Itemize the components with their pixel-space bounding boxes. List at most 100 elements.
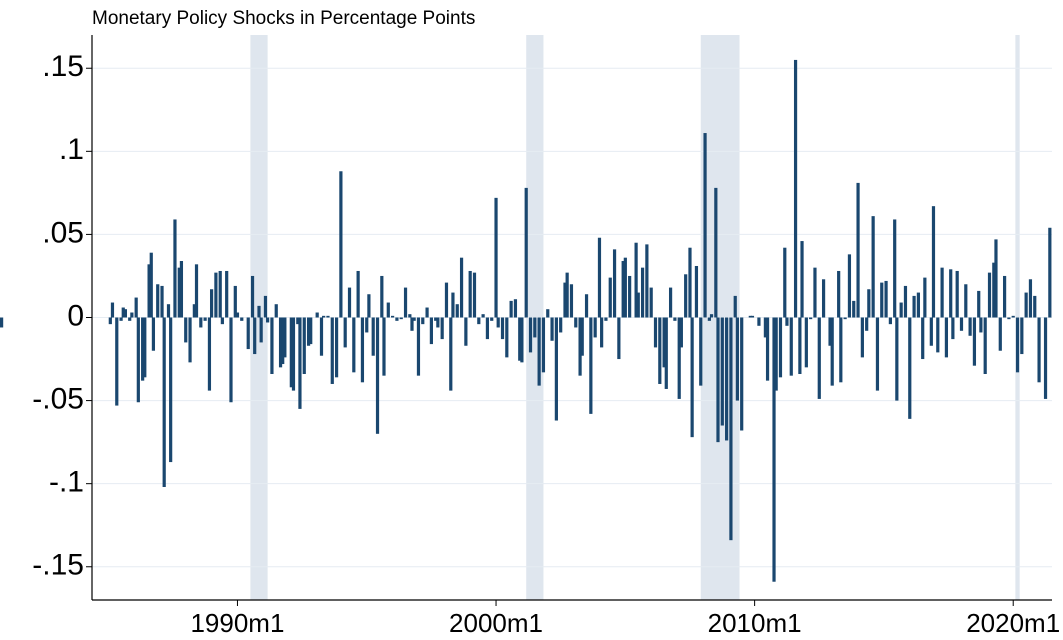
bar xyxy=(1037,317,1041,383)
bar xyxy=(184,317,188,343)
bar xyxy=(673,317,677,321)
bar xyxy=(365,317,369,333)
bar xyxy=(740,317,744,431)
bar xyxy=(477,317,481,325)
y-tick-label: -.1 xyxy=(49,466,84,499)
bar xyxy=(296,317,300,325)
bar xyxy=(472,272,477,318)
bar xyxy=(968,317,972,336)
y-tick-label: -.15 xyxy=(32,549,84,582)
bar xyxy=(416,317,421,376)
bar xyxy=(179,261,184,318)
bar xyxy=(987,272,992,318)
bar xyxy=(169,317,173,463)
bar xyxy=(703,133,707,318)
bar xyxy=(778,317,783,378)
bar xyxy=(1043,317,1048,399)
bar xyxy=(880,282,884,318)
bar xyxy=(785,317,789,326)
bar xyxy=(612,249,617,318)
bar xyxy=(649,287,653,318)
bar xyxy=(964,284,968,318)
bar xyxy=(765,317,770,381)
bar xyxy=(352,317,356,373)
bar xyxy=(668,287,673,318)
bar xyxy=(729,317,733,541)
bar xyxy=(130,312,134,318)
bar xyxy=(528,317,533,353)
bar xyxy=(203,317,207,321)
bar xyxy=(119,317,123,321)
bar xyxy=(912,295,916,318)
bar xyxy=(444,282,449,318)
bar xyxy=(634,242,638,318)
bar xyxy=(156,284,160,318)
bar xyxy=(916,292,920,318)
bar xyxy=(772,317,776,582)
y-tick-label: .05 xyxy=(42,216,84,249)
bar xyxy=(653,317,658,348)
bar xyxy=(903,285,908,318)
bar xyxy=(440,317,444,340)
bar xyxy=(315,312,319,318)
bar xyxy=(408,314,412,318)
bar xyxy=(356,270,360,318)
bar xyxy=(621,261,625,318)
bar xyxy=(371,317,375,356)
bar xyxy=(992,262,996,318)
bar xyxy=(750,315,755,318)
bar xyxy=(367,294,371,318)
bar xyxy=(513,299,518,318)
bar xyxy=(578,317,582,376)
bar xyxy=(334,317,339,378)
bar xyxy=(884,280,888,318)
bar xyxy=(690,317,694,438)
bar xyxy=(977,290,981,318)
bar xyxy=(214,272,218,318)
bar xyxy=(382,317,386,376)
bar xyxy=(115,317,119,406)
bar xyxy=(589,317,593,414)
bar xyxy=(322,315,326,318)
bar xyxy=(177,267,181,318)
bar xyxy=(865,317,869,331)
bar xyxy=(233,285,237,318)
bar xyxy=(725,317,729,441)
bar xyxy=(821,279,826,318)
bar xyxy=(1024,292,1028,318)
bar xyxy=(360,317,365,383)
bar xyxy=(828,317,832,346)
bar xyxy=(110,302,115,318)
bar xyxy=(580,317,584,356)
bar xyxy=(509,300,513,318)
bar xyxy=(852,300,856,318)
bar xyxy=(763,317,768,338)
bar xyxy=(274,304,278,318)
bar xyxy=(395,317,399,321)
bar xyxy=(804,317,808,368)
bar xyxy=(518,317,522,361)
bar xyxy=(192,304,196,318)
bar xyxy=(0,317,4,328)
bar xyxy=(162,317,166,487)
bar xyxy=(888,317,892,325)
bar xyxy=(983,317,987,374)
bar xyxy=(565,272,569,318)
bar xyxy=(410,317,414,331)
bar xyxy=(199,317,203,328)
bar xyxy=(817,317,821,399)
bar xyxy=(250,275,255,318)
bar xyxy=(207,317,212,391)
bar xyxy=(1011,315,1015,318)
bar xyxy=(720,317,724,426)
bar xyxy=(263,295,268,318)
bar xyxy=(783,247,787,318)
bar xyxy=(789,317,793,376)
bar xyxy=(597,237,602,318)
bar xyxy=(847,254,852,318)
bar xyxy=(951,317,955,340)
bar xyxy=(593,317,597,338)
bar xyxy=(716,317,720,443)
bar xyxy=(136,317,140,403)
